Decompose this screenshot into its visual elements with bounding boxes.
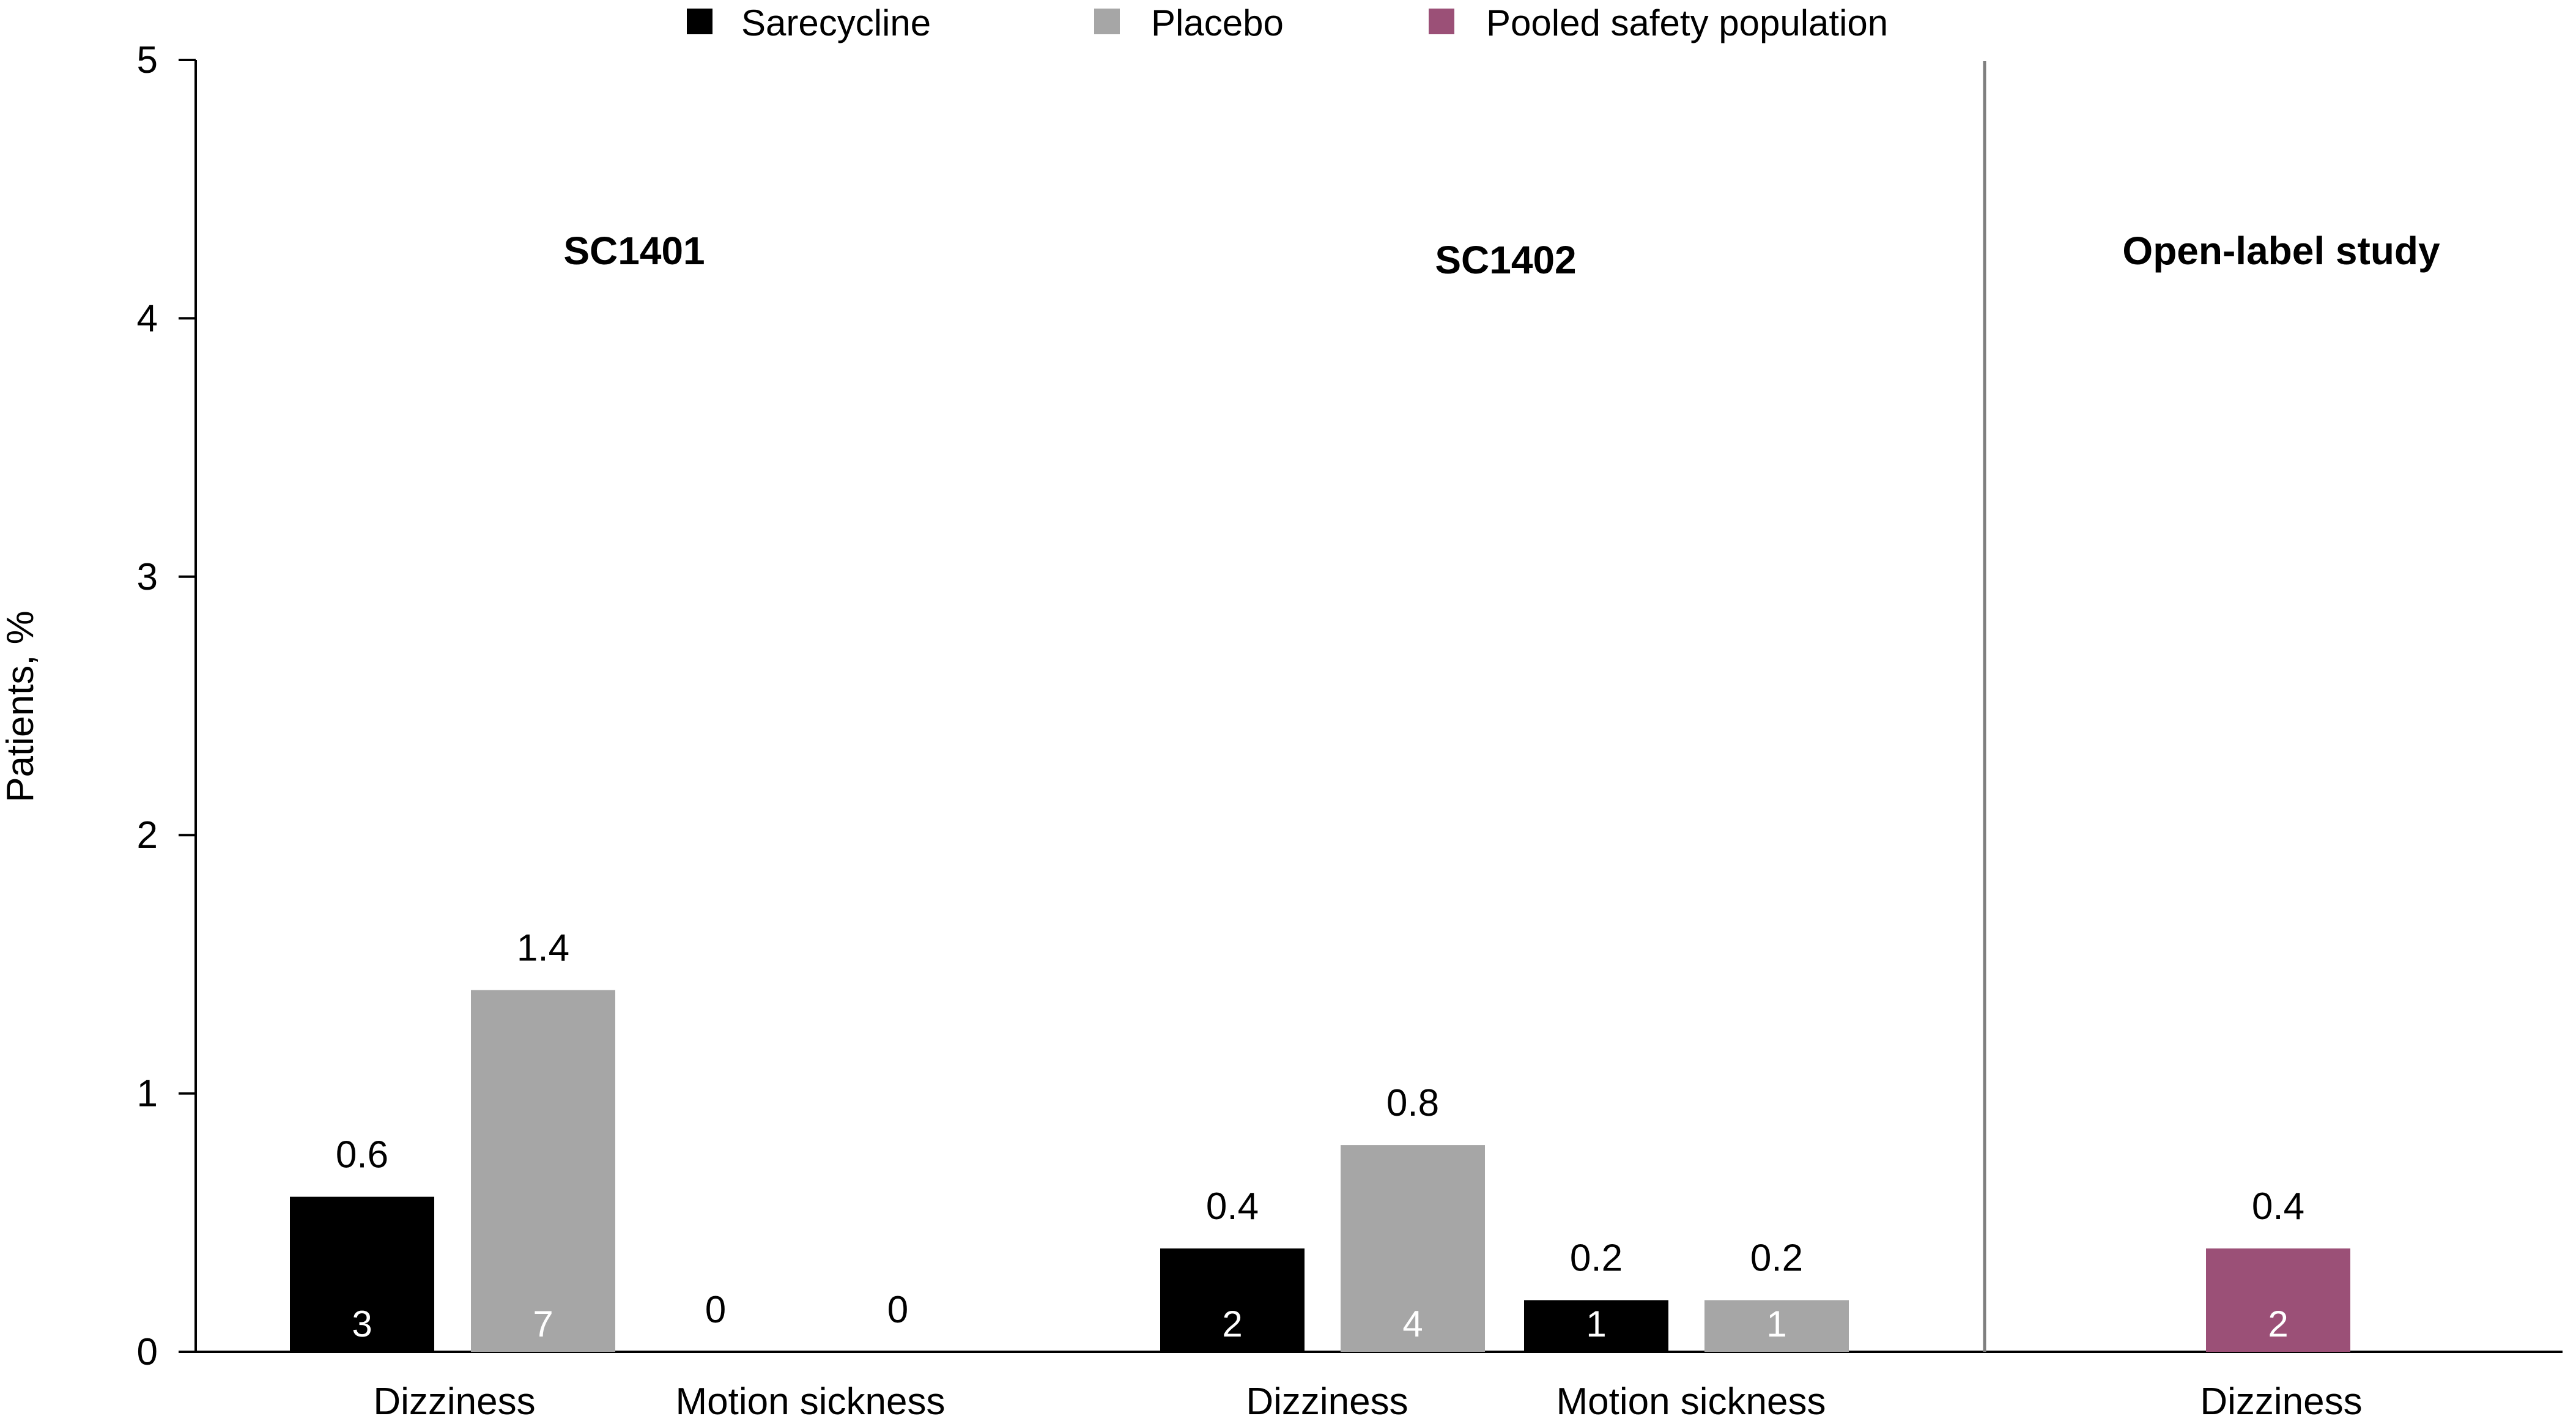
group-title: SC1401 (563, 229, 705, 273)
bar-count-label: 1 (1766, 1303, 1786, 1344)
legend-label-placebo: Placebo (1151, 2, 1284, 43)
bar-count-label: 3 (352, 1303, 372, 1344)
y-tick-label: 5 (137, 39, 158, 81)
data-label: 1.4 (517, 927, 569, 970)
bar-placebo (471, 990, 615, 1352)
bar-placebo (1704, 1300, 1849, 1352)
x-category-label: Dizziness (373, 1381, 535, 1423)
x-category-label: Dizziness (1246, 1381, 1408, 1423)
bar-sarecycline (290, 1196, 434, 1352)
data-label: 0 (705, 1289, 726, 1331)
bar-count-label: 1 (1586, 1303, 1606, 1344)
data-label: 0.2 (1570, 1237, 1623, 1280)
legend-swatch-sarecycline (687, 9, 712, 34)
bar-sarecycline (1524, 1300, 1668, 1352)
group-title: Open-label study (2122, 229, 2440, 273)
y-axis-title: Patients, % (0, 610, 42, 803)
data-label: 0.6 (336, 1134, 388, 1176)
y-tick-label: 1 (137, 1073, 158, 1115)
bar-count-label: 7 (533, 1303, 553, 1344)
legend-label-sarecycline: Sarecycline (741, 2, 931, 43)
legend: Sarecycline Placebo Pooled safety populati… (687, 2, 1888, 43)
bars (290, 990, 2350, 1352)
group-title: SC1402 (1435, 238, 1576, 282)
x-category-label: Motion sickness (1556, 1381, 1826, 1423)
bar-sarecycline (1160, 1248, 1305, 1352)
data-label: 0.4 (1206, 1185, 1259, 1228)
data-label: 0.4 (2252, 1185, 2304, 1228)
y-tick-label: 0 (137, 1331, 158, 1373)
bar-count-label: 4 (1402, 1303, 1423, 1344)
bar-placebo (1341, 1145, 1485, 1352)
y-tick-label: 3 (137, 556, 158, 598)
bar-count-label: 2 (1222, 1303, 1242, 1344)
y-tick-label: 2 (137, 814, 158, 856)
labels: SC1401 Dizziness 0.6 3 1.4 7 Motion sickness 0 0… (336, 229, 2440, 1423)
legend-swatch-placebo (1094, 9, 1120, 34)
legend-swatch-pooled (1429, 9, 1454, 34)
x-category-label: Dizziness (2200, 1381, 2362, 1423)
data-label: 0.2 (1750, 1237, 1803, 1280)
y-tick-label: 4 (137, 297, 158, 339)
bar-count-label: 2 (2268, 1303, 2288, 1344)
data-label: 0.8 (1386, 1082, 1439, 1124)
x-category-label: Motion sickness (675, 1381, 945, 1423)
data-label: 0 (887, 1289, 908, 1331)
bar-pooled (2206, 1248, 2350, 1352)
legend-label-pooled: Pooled safety population (1486, 2, 1888, 43)
